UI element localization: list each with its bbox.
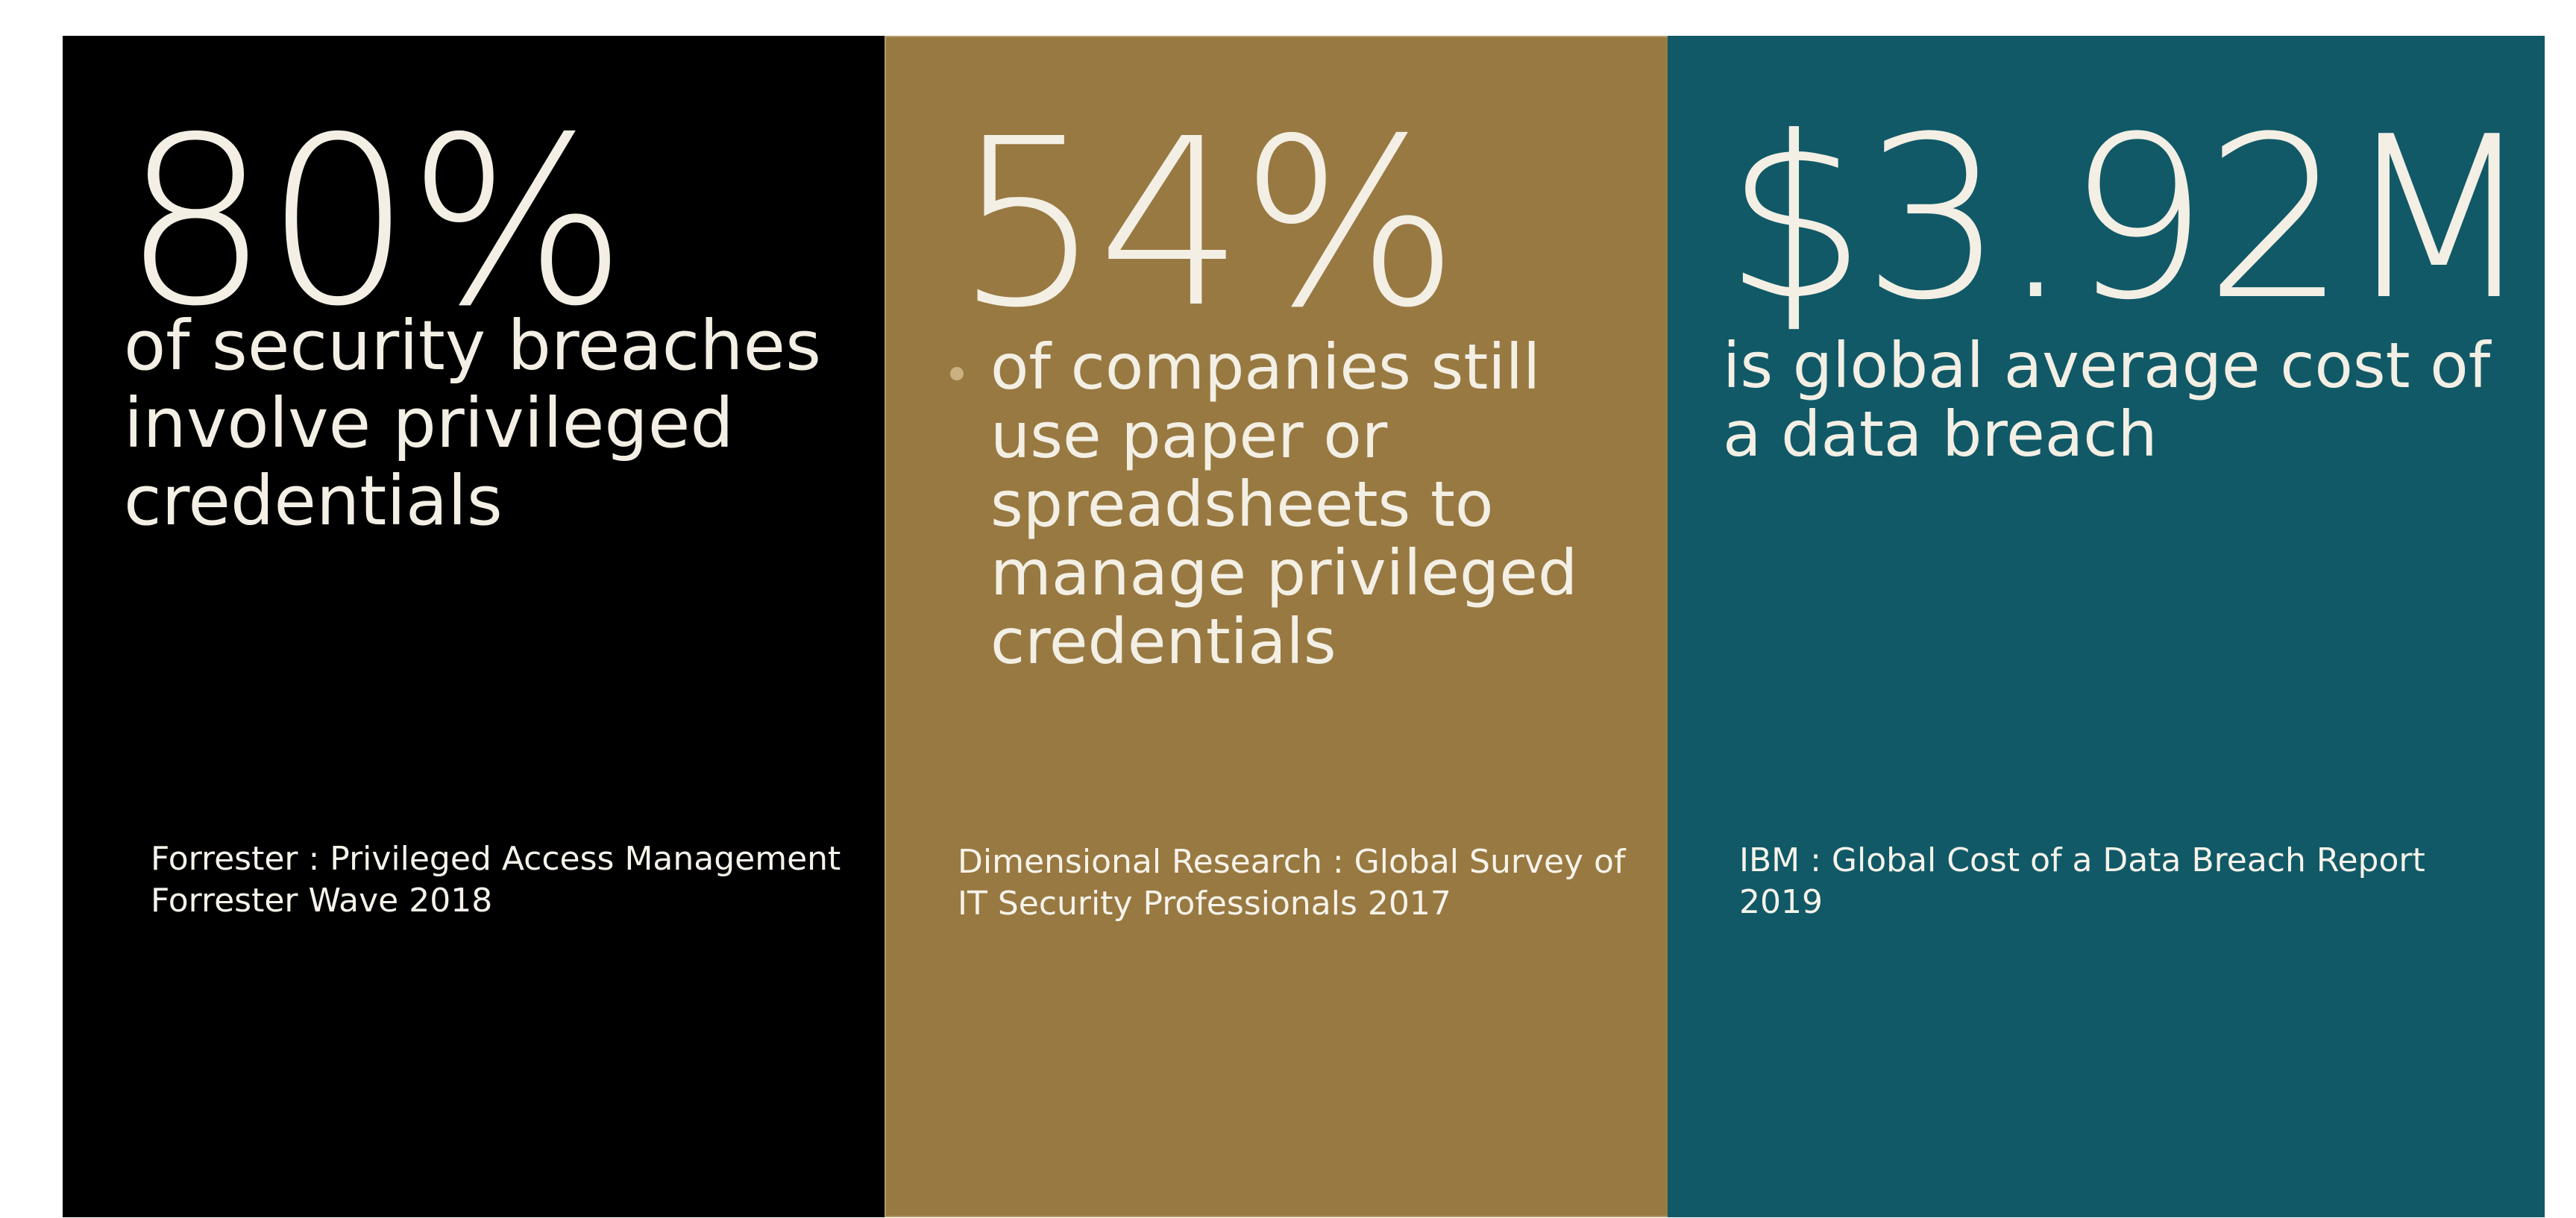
stat-value: 80% [122,88,627,357]
stat-panel-privileged-breaches: 80% of security breaches involve privile… [63,36,885,1217]
stat-description: of companies still use paper or spreadsh… [990,330,1578,678]
bullet-icon [950,367,964,380]
stat-description: of security breaches involve privileged … [124,306,822,541]
slide: 80% of security breaches involve privile… [63,36,2545,1217]
stat-panel-breach-cost: $3.92M is global average cost of a data … [1668,36,2545,1217]
stat-value: $3.92M [1724,89,2536,349]
stat-value: 54% [955,90,1460,359]
stat-panel-paper-spreadsheets: 54% of companies still use paper or spre… [885,36,1672,1217]
stat-source: Forrester : Privileged Access Management… [151,840,841,920]
stat-source: IBM : Global Cost of a Data Breach Repor… [1739,841,2425,921]
stat-description: is global average cost of a data breach [1723,329,2491,471]
stat-source: Dimensional Research : Global Survey of … [958,843,1626,923]
